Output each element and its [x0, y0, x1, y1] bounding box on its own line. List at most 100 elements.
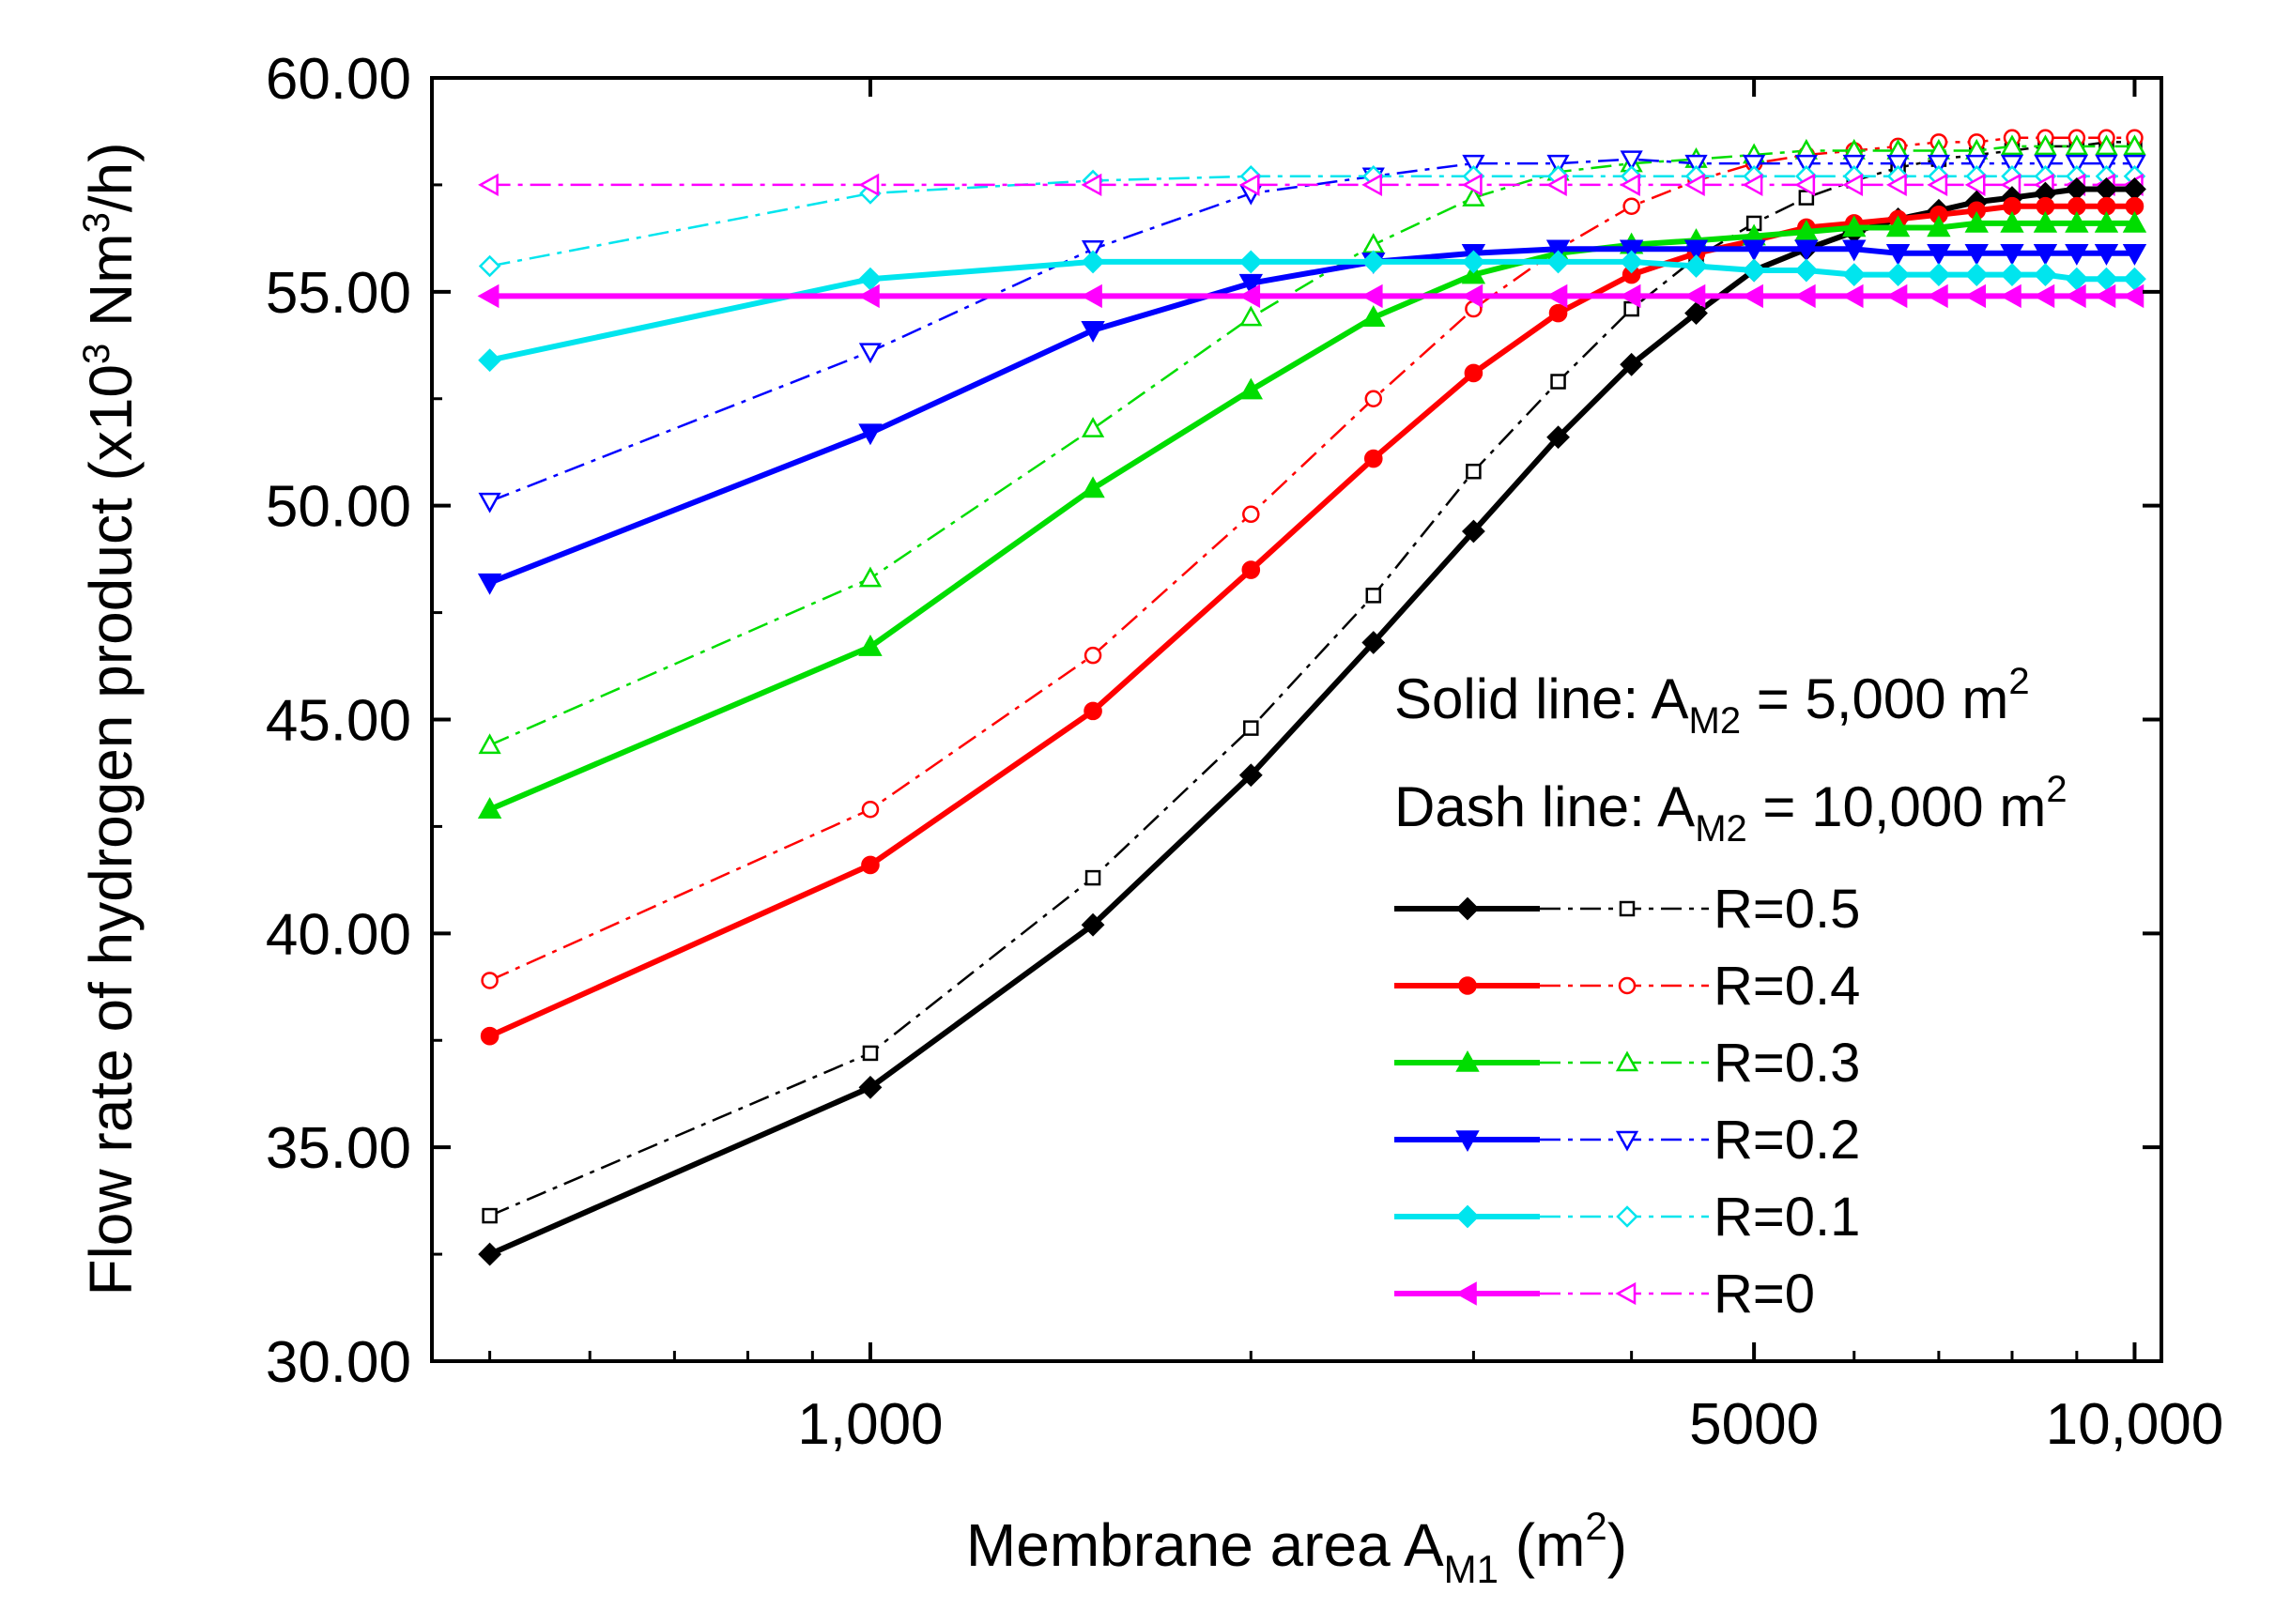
data-point — [1239, 305, 1263, 327]
legend-dash-marker — [1615, 1050, 1639, 1072]
data-point — [1794, 258, 1819, 283]
data-point — [2033, 244, 2058, 266]
legend-label: R=0.4 — [1714, 956, 1860, 1017]
legend-dash-marker — [1615, 1130, 1639, 1152]
y-axis-title: Flow rate of hydrogen product (x103 Nm3/… — [76, 142, 145, 1295]
data-point — [1461, 283, 1483, 309]
data-point — [2065, 210, 2089, 233]
data-point — [1743, 154, 1766, 176]
data-point — [858, 343, 883, 364]
data-point — [1461, 519, 1485, 544]
data-point — [2034, 263, 2057, 287]
y-tick-label: 60.00 — [266, 47, 411, 112]
data-point — [1081, 476, 1105, 498]
data-point — [1363, 449, 1383, 468]
data-point — [2033, 283, 2055, 309]
data-point — [1550, 374, 1566, 390]
data-point — [1081, 417, 1105, 437]
data-point — [1794, 239, 1819, 262]
data-point — [2000, 244, 2024, 266]
data-point — [1842, 215, 1867, 237]
data-point — [1238, 283, 1261, 309]
data-point — [1886, 263, 1910, 287]
legend-label: R=0.2 — [1714, 1110, 1860, 1171]
data-point — [1364, 390, 1383, 407]
data-point — [2094, 283, 2116, 309]
legend-dash-marker — [1615, 1281, 1637, 1306]
data-point — [1964, 173, 1986, 197]
legend-solid-marker — [1455, 1130, 1480, 1153]
data-point — [1461, 262, 1486, 284]
data-point — [1081, 283, 1102, 309]
data-point — [2034, 154, 2057, 176]
data-point — [477, 573, 502, 595]
data-point — [478, 492, 501, 513]
data-point — [1965, 154, 1989, 176]
data-point — [481, 972, 499, 989]
legend: R=0.5 R=0.4 R=0.3 R=0.2 R=0.1 R=0 — [1394, 879, 1860, 1325]
data-point — [478, 173, 499, 197]
data-point — [1081, 173, 1102, 197]
data-point — [1842, 263, 1867, 287]
data-point — [1622, 197, 1640, 215]
data-point — [478, 1242, 502, 1266]
data-point — [477, 283, 500, 309]
data-point — [1081, 240, 1105, 261]
data-point — [1964, 283, 1987, 309]
x-axis-title: Membrane area AM1 (m2) — [966, 1504, 1627, 1591]
data-point — [1885, 173, 1907, 197]
data-point — [1546, 154, 1570, 176]
data-point — [861, 800, 880, 819]
data-point — [2123, 134, 2146, 156]
data-point — [861, 855, 880, 875]
data-point — [1361, 173, 1383, 197]
data-point — [478, 733, 501, 755]
data-point — [1842, 154, 1866, 176]
legend-entry: R=0 — [1394, 1264, 1815, 1325]
data-point — [2065, 134, 2088, 156]
y-tick-label: 35.00 — [266, 1116, 411, 1181]
data-point — [1885, 215, 1911, 237]
data-point — [2123, 154, 2146, 176]
data-point — [1242, 505, 1260, 524]
series-solid-R-0_2 — [477, 239, 2147, 595]
data-point — [1365, 588, 1382, 604]
data-point — [862, 1045, 879, 1062]
legend-entry: R=0.5 — [1394, 879, 1860, 940]
data-point — [1794, 173, 1816, 197]
data-point — [858, 1075, 883, 1099]
data-point — [1241, 560, 1261, 579]
data-point — [478, 348, 502, 373]
data-point — [1360, 283, 1383, 309]
data-point — [1548, 303, 1568, 323]
data-point — [2065, 154, 2088, 176]
legend-dash-marker — [1616, 1205, 1638, 1228]
data-point — [2000, 134, 2024, 156]
data-point — [2033, 210, 2058, 233]
data-point — [1620, 250, 1644, 274]
data-point — [2094, 244, 2119, 266]
data-point — [1683, 239, 1709, 262]
data-point — [1546, 425, 1570, 450]
data-point — [2065, 244, 2089, 266]
data-point — [1841, 283, 1864, 309]
data-point — [1620, 173, 1640, 197]
data-point — [1238, 173, 1260, 197]
solid-line-note: Solid line: AM2 = 5,000 m2 — [1394, 661, 2030, 742]
data-point — [1964, 244, 1989, 266]
x-tick-label: 5000 — [1689, 1392, 1819, 1457]
data-point — [857, 283, 880, 309]
legend-label: R=0.1 — [1714, 1187, 1860, 1248]
y-tick-label: 55.00 — [266, 261, 411, 326]
data-point — [1742, 239, 1766, 262]
data-point — [1081, 250, 1105, 274]
legend-dash-marker — [1618, 976, 1637, 995]
series-dash-R-0_2 — [478, 150, 2146, 513]
data-point — [480, 1026, 500, 1046]
data-point — [1999, 283, 2021, 309]
data-point — [1238, 763, 1263, 788]
data-point — [1238, 377, 1263, 400]
data-point — [1084, 869, 1101, 886]
data-point — [1238, 273, 1263, 296]
